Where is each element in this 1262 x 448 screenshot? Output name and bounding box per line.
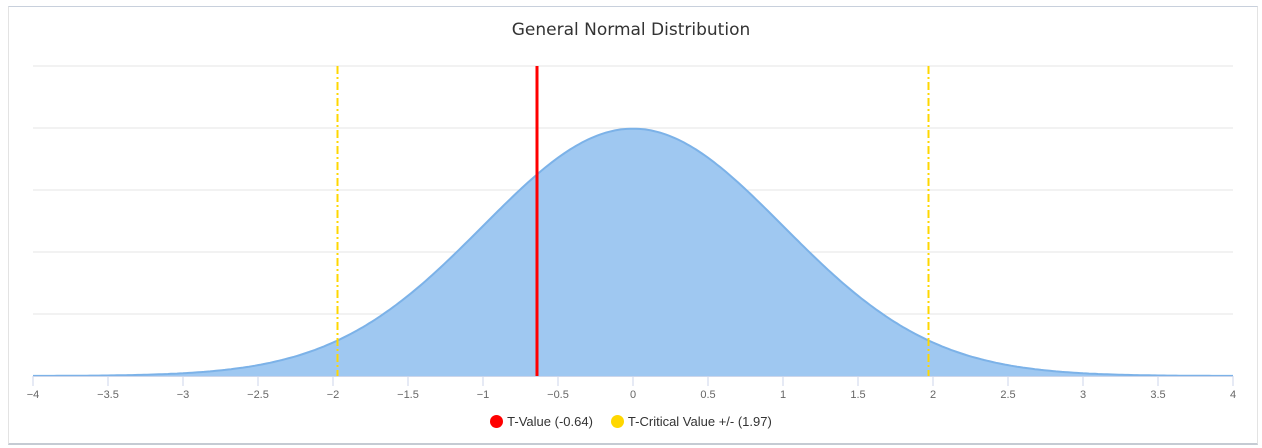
distribution-area [33, 128, 1233, 376]
x-tick-label: −1 [477, 389, 490, 401]
legend-marker-icon [490, 415, 504, 428]
legend-label: T-Critical Value +/- (1.97) [627, 414, 772, 429]
legend: T-Value (-0.64) T-Critical Value +/- (1.9… [0, 414, 1262, 429]
x-tick-label: 4 [1230, 389, 1236, 401]
chart-title: General Normal Distribution [511, 20, 751, 40]
x-tick-label: −2 [327, 389, 340, 401]
x-tick-label: −0.5 [547, 389, 569, 401]
x-tick-label: −3 [177, 389, 190, 401]
x-tick-label: 3 [1080, 389, 1086, 401]
distribution-line [33, 127, 1233, 377]
chart-frame [8, 6, 1258, 445]
x-tick-label: 1 [780, 389, 786, 401]
x-tick-label: 2 [930, 389, 936, 401]
x-tick-label: −3.5 [97, 389, 119, 401]
x-tick-label: 2.5 [1000, 389, 1015, 401]
x-tick-label: −2.5 [247, 389, 269, 401]
legend-label: T-Value (-0.64) [507, 414, 593, 429]
legend-marker-icon [610, 415, 624, 428]
x-tick-label: −4 [27, 389, 40, 401]
legend-item[interactable]: T-Critical Value +/- (1.97) [610, 414, 772, 429]
x-tick-label: 0.5 [700, 389, 715, 401]
x-tick-label: 1.5 [850, 389, 865, 401]
x-tick-label: 0 [630, 389, 636, 401]
legend-item[interactable]: T-Value (-0.64) [490, 414, 593, 429]
x-tick-label: 3.5 [1150, 389, 1165, 401]
x-tick-label: −1.5 [397, 389, 419, 401]
